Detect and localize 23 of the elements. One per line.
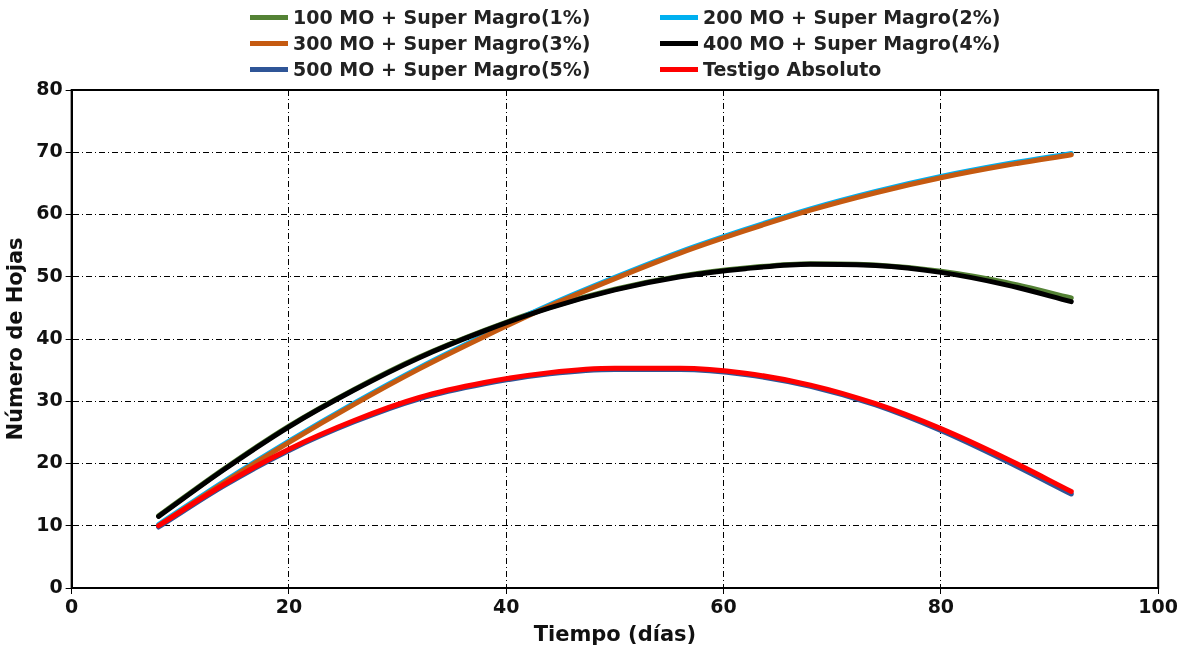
x-axis-title: Tiempo (días): [533, 621, 697, 646]
y-tick-label: 20: [36, 450, 63, 473]
legend-label: 300 MO + Super Magro(3%): [293, 32, 591, 54]
x-tick-label: 20: [275, 595, 303, 618]
legend-label: Testigo Absoluto: [703, 58, 882, 80]
y-tick-label: 70: [36, 139, 63, 162]
y-tick-label: 50: [36, 263, 63, 286]
legend-label: 100 MO + Super Magro(1%): [293, 6, 591, 28]
x-tick-label: 60: [710, 595, 737, 618]
legend-label: 200 MO + Super Magro(2%): [703, 6, 1001, 28]
x-tick-label: 100: [1138, 595, 1179, 618]
y-tick-label: 30: [36, 388, 63, 411]
x-tick-label: 40: [493, 595, 520, 618]
legend-label: 500 MO + Super Magro(5%): [293, 58, 591, 80]
y-tick-label: 60: [36, 201, 63, 224]
y-tick-label: 40: [36, 325, 63, 348]
legend-label: 400 MO + Super Magro(4%): [703, 32, 1001, 54]
y-tick-label: 0: [49, 574, 63, 597]
x-tick-label: 0: [65, 595, 79, 618]
y-axis-title: Número de Hojas: [3, 237, 28, 441]
y-tick-label: 80: [36, 76, 63, 99]
x-tick-label: 80: [927, 595, 955, 618]
y-tick-label: 10: [36, 512, 63, 535]
